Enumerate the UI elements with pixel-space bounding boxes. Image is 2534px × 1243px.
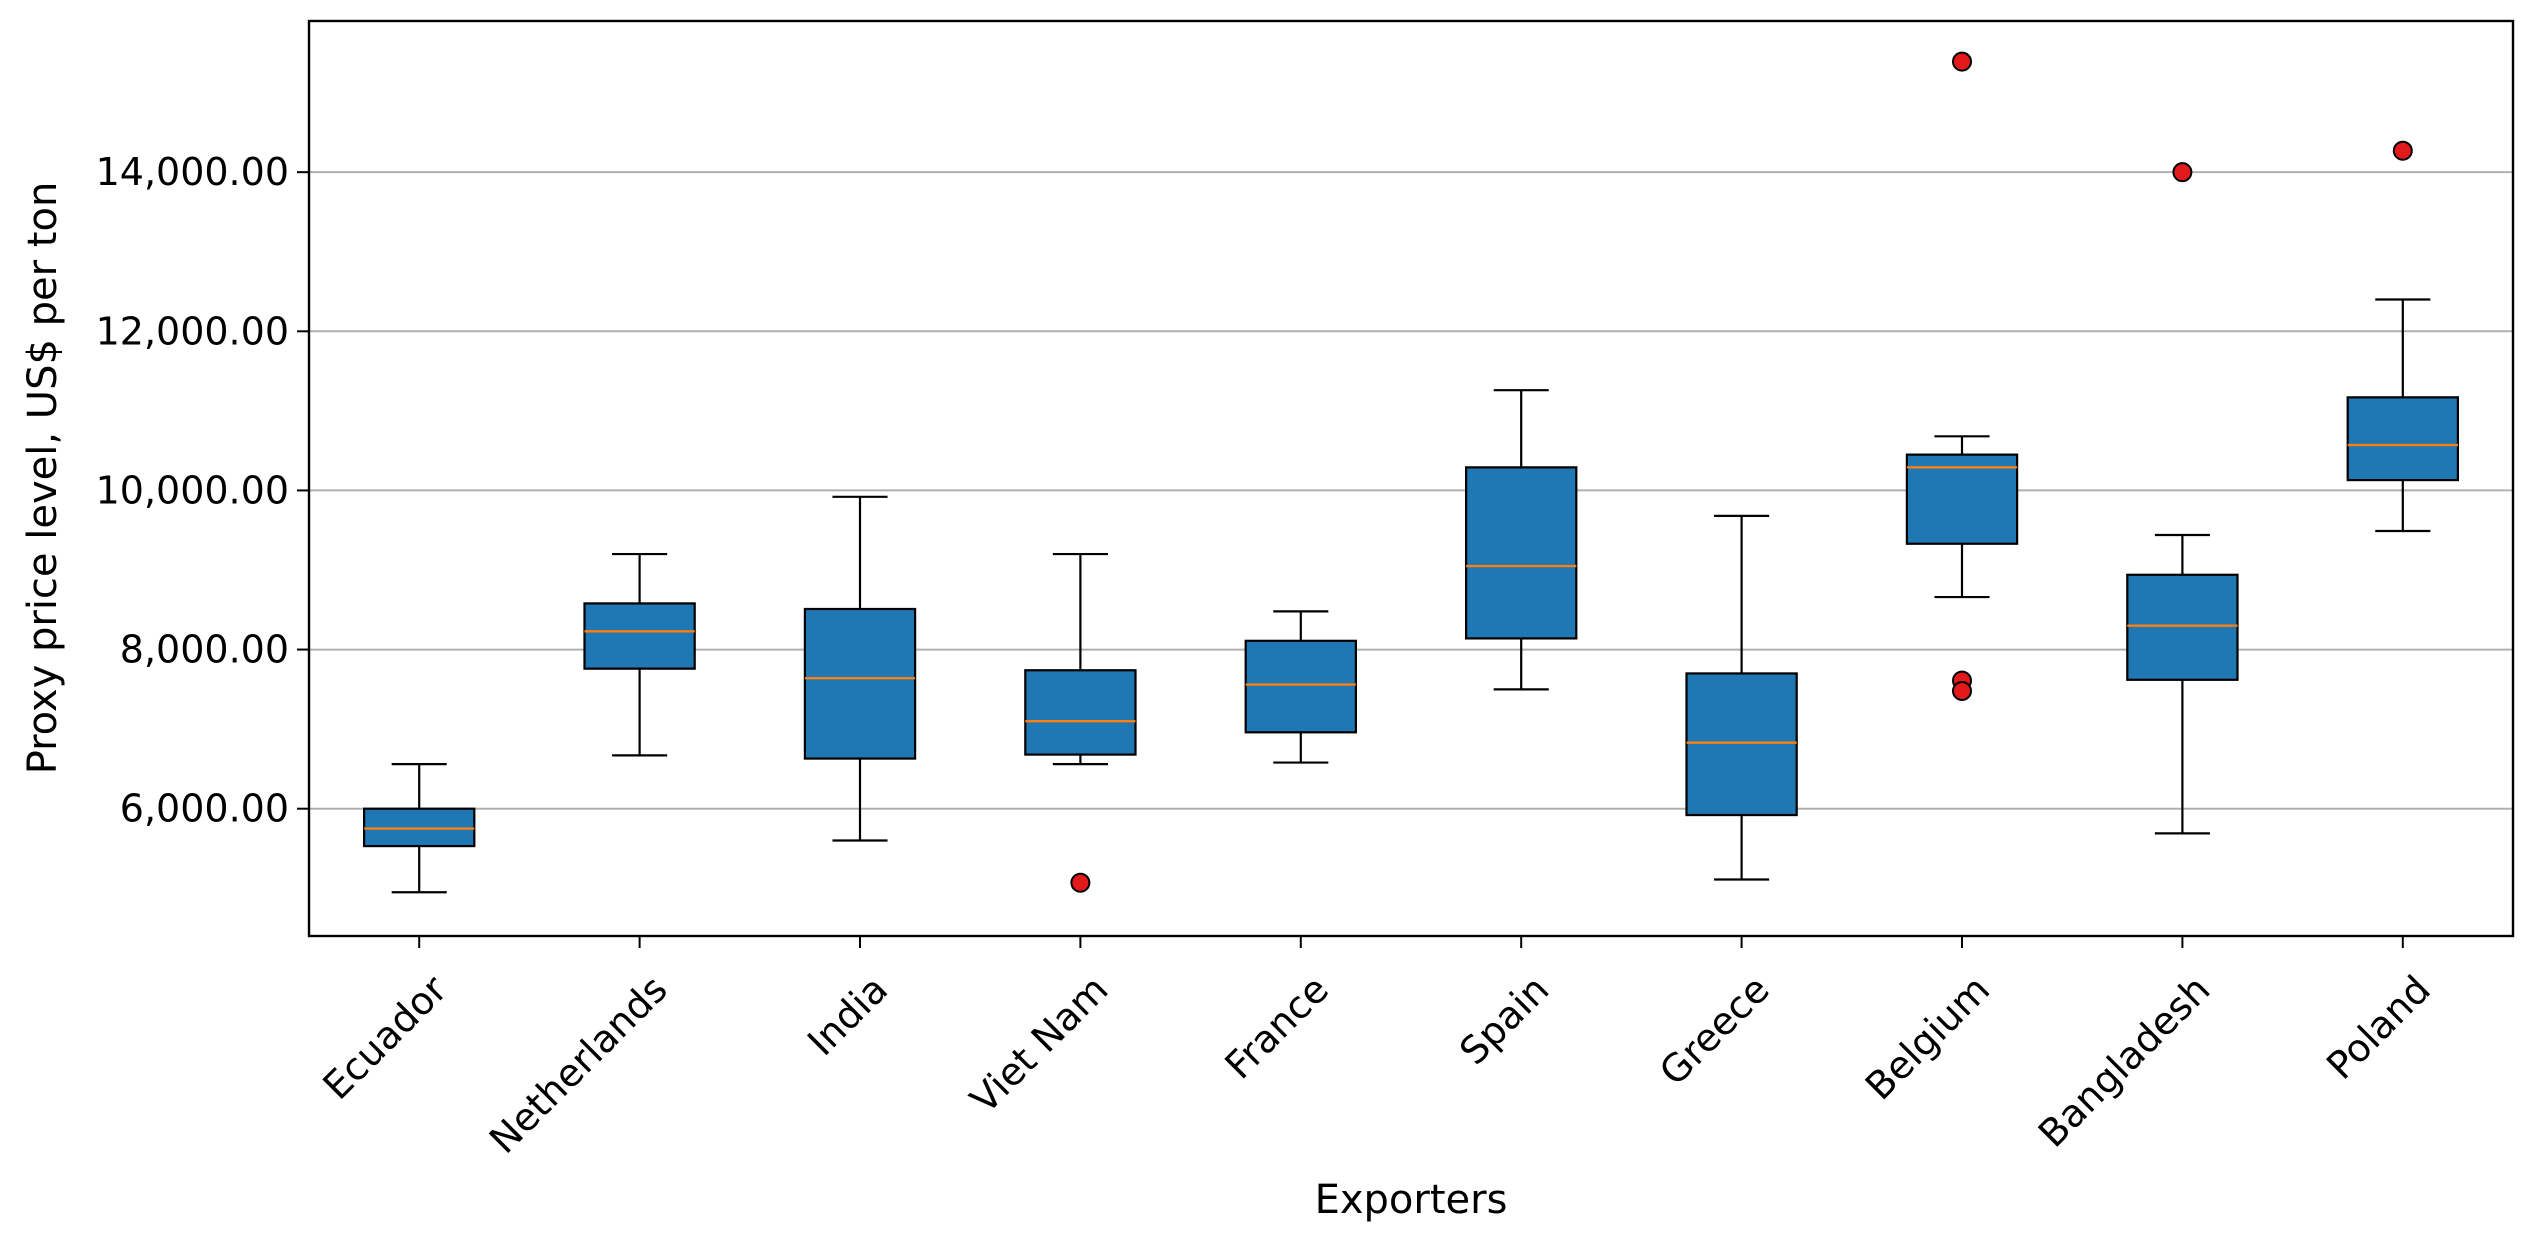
y-tick-label: 12,000.00 [96,309,289,353]
box-iqr [1464,466,1578,640]
y-tick-label: 10,000.00 [96,468,289,512]
box-iqr [2346,396,2459,482]
y-tick-label: 14,000.00 [96,150,289,194]
box-group-poland [2346,140,2459,533]
outlier-point [1952,680,1972,701]
box-group-viet-nam [1024,552,1137,893]
box-group-greece [1685,514,1798,881]
box-group-netherlands [583,552,696,757]
box-iqr [2126,573,2239,681]
box-iqr [1244,639,1357,734]
box-series [363,51,2459,894]
box-group-ecuador [363,763,476,894]
outlier-point [2392,140,2413,161]
x-tick-label: Netherlands [481,967,676,1162]
x-tick-label: Poland [2318,967,2439,1088]
box-group-india [803,495,917,842]
x-tick-label: Ecuador [314,967,455,1108]
box-group-france [1244,610,1357,764]
x-tick-label: France [1217,967,1337,1087]
box-group-belgium [1905,51,2019,701]
plot-area-frame [307,19,2515,938]
outlier-point [1952,51,1972,72]
box-iqr [583,602,696,670]
x-tick-label: Greece [1651,967,1778,1094]
x-tick-label: Viet Nam [962,967,1117,1122]
x-axis-title: Exporters [1315,1177,1508,1223]
x-tick-label: Belgium [1857,967,1998,1108]
outlier-point [1070,872,1091,893]
x-tick-label: Spain [1451,967,1557,1073]
x-tick-label: Bangladesh [2030,967,2219,1156]
y-tick-label: 6,000.00 [120,787,289,831]
box-iqr [1685,672,1798,817]
box-group-spain [1464,389,1578,691]
box-group-bangladesh [2126,162,2239,835]
y-axis-title: Proxy price level, US$ per ton [20,182,66,775]
x-tick-label: India [799,967,896,1064]
box-iqr [1905,453,2019,545]
box-iqr [1024,669,1137,756]
y-tick-label: 8,000.00 [120,628,289,672]
box-iqr [803,607,917,760]
outlier-point [2172,162,2193,183]
